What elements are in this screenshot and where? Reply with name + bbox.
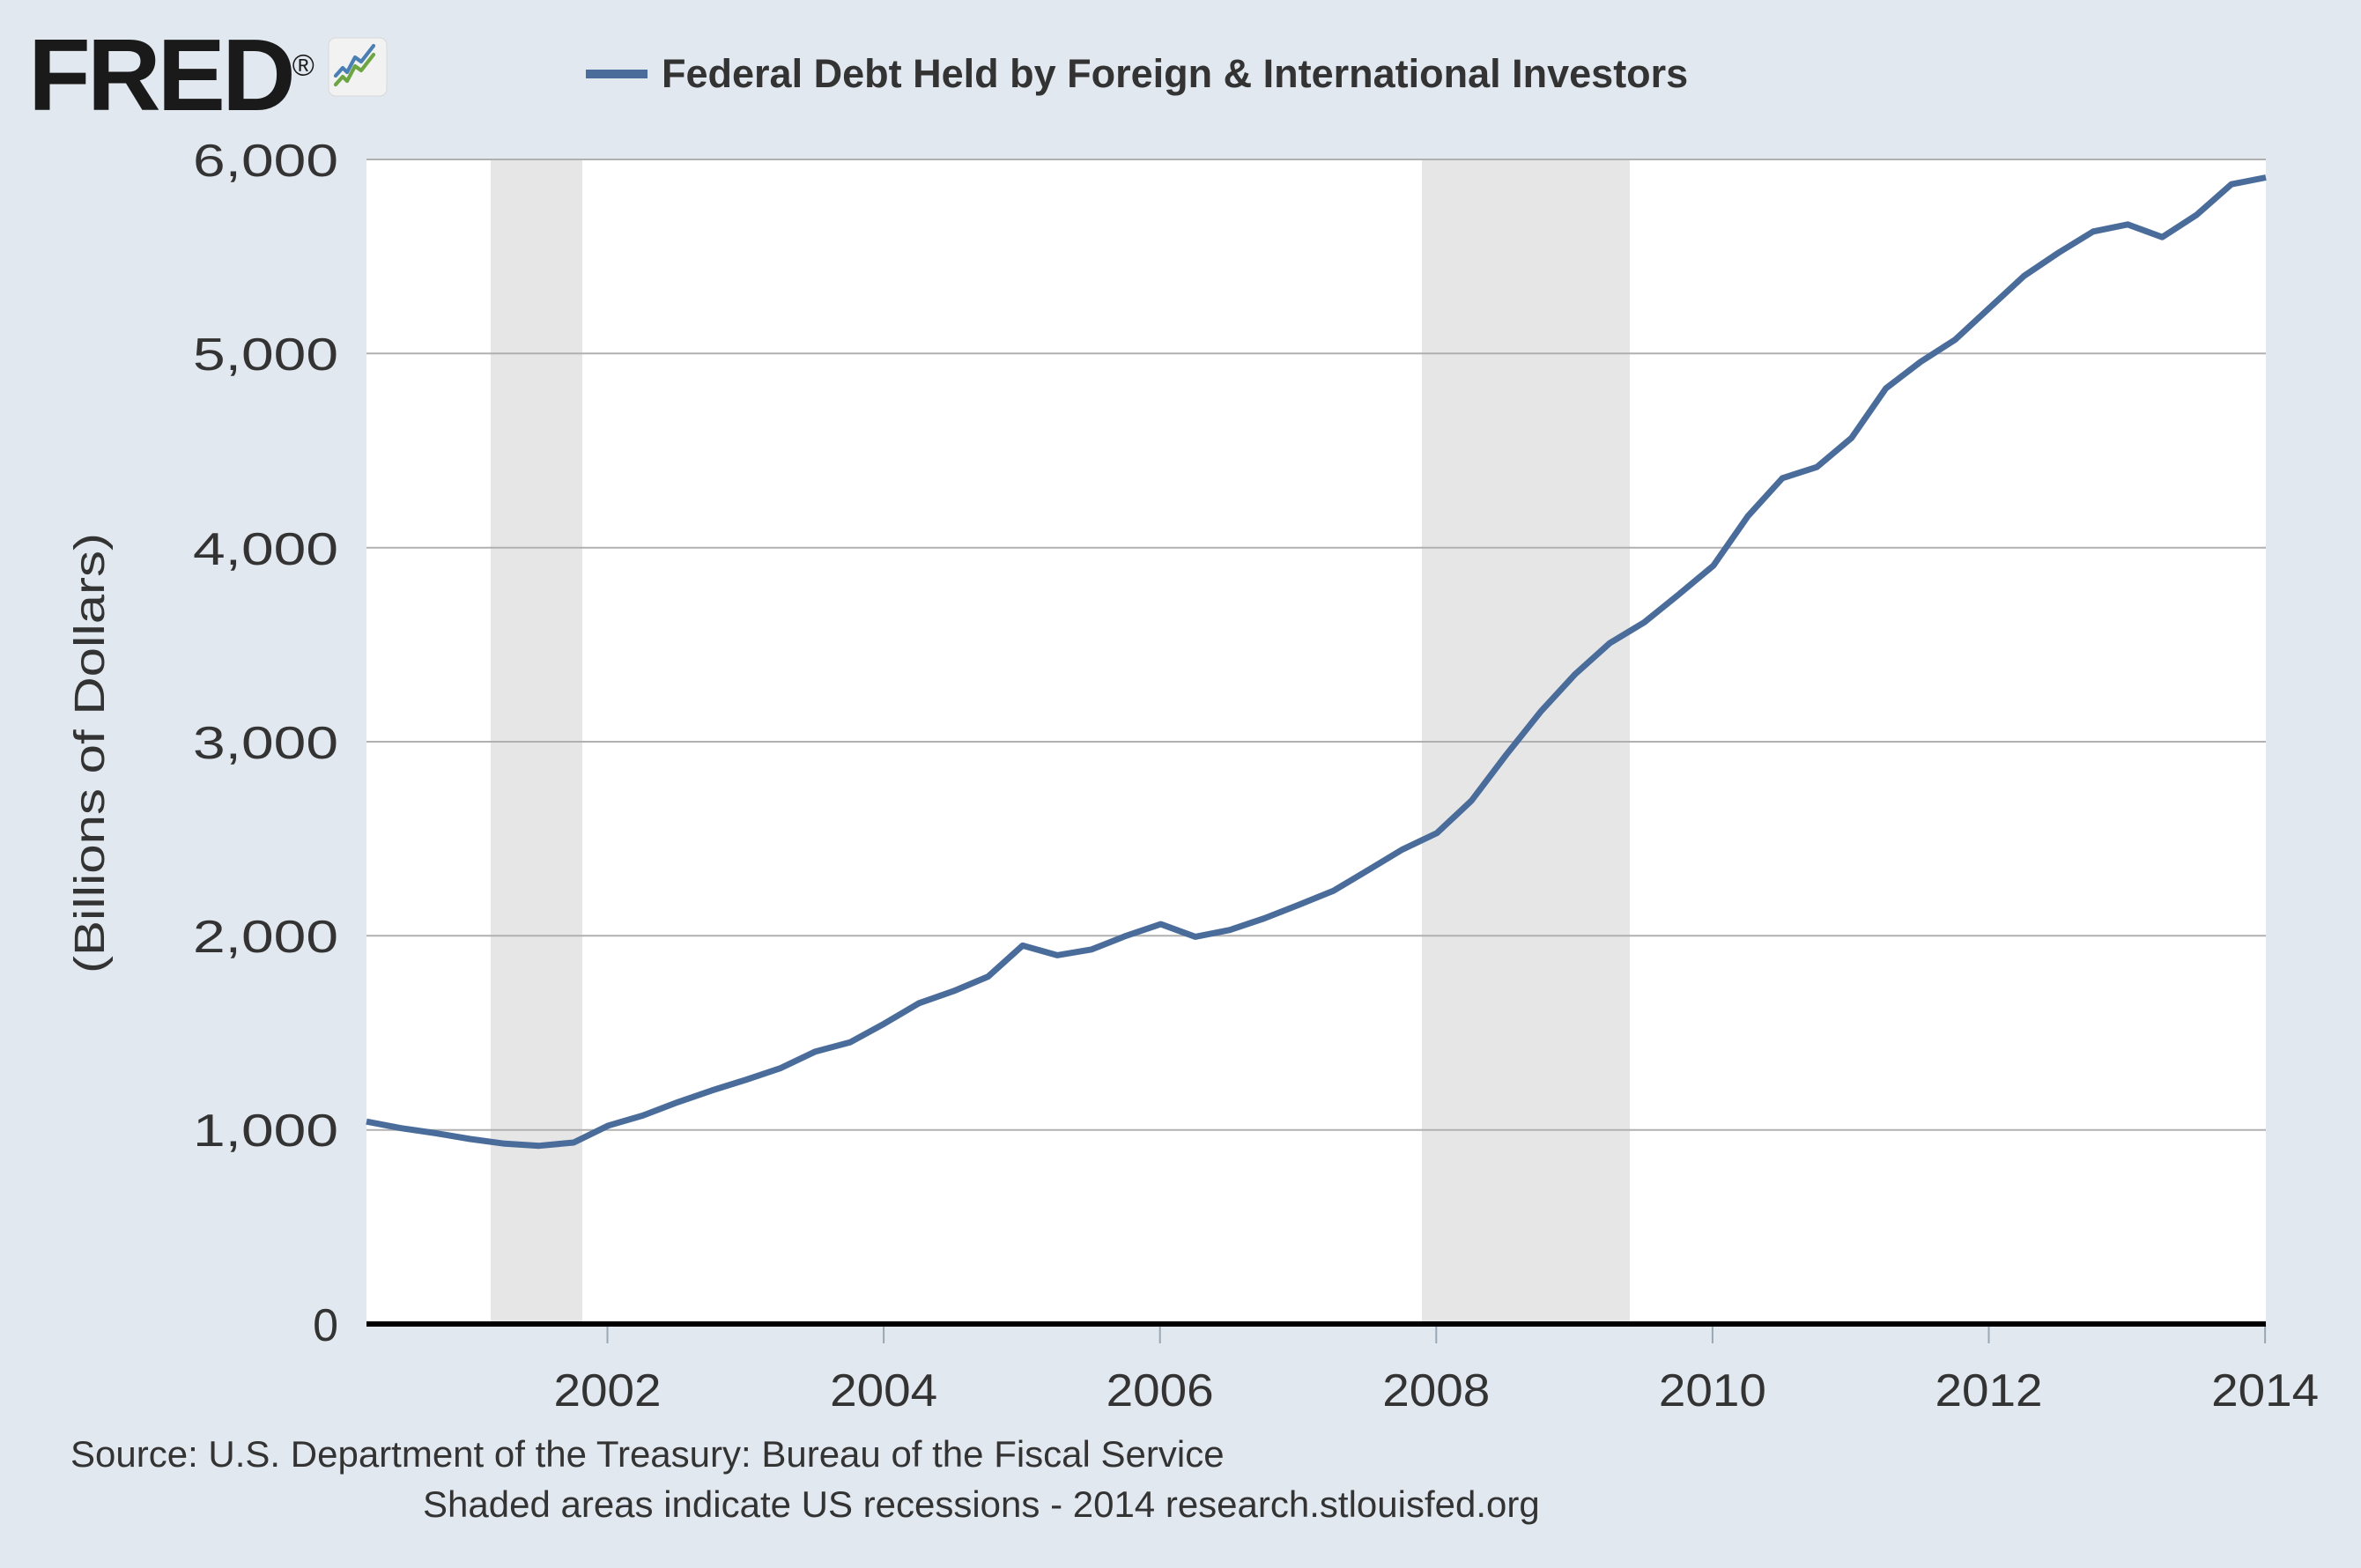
- svg-text:Source: U.S. Department of the: Source: U.S. Department of the Treasury:…: [70, 1433, 1225, 1475]
- svg-text:6,000: 6,000: [193, 136, 338, 187]
- svg-text:2010: 2010: [1659, 1365, 1766, 1416]
- svg-text:5,000: 5,000: [193, 329, 338, 381]
- svg-text:2,000: 2,000: [193, 912, 338, 963]
- svg-text:1,000: 1,000: [193, 1106, 338, 1157]
- svg-text:2008: 2008: [1382, 1365, 1490, 1416]
- svg-text:2002: 2002: [554, 1365, 662, 1416]
- svg-text:Shaded areas indicate US reces: Shaded areas indicate US recessions - 20…: [423, 1483, 1540, 1525]
- svg-text:2012: 2012: [1935, 1365, 2043, 1416]
- svg-text:4,000: 4,000: [193, 524, 338, 575]
- svg-text:0: 0: [313, 1300, 338, 1351]
- svg-text:2014: 2014: [2211, 1365, 2319, 1416]
- svg-text:2006: 2006: [1106, 1365, 1214, 1416]
- svg-text:2004: 2004: [830, 1365, 937, 1416]
- svg-text:3,000: 3,000: [193, 718, 338, 769]
- svg-text:(Billions of Dollars): (Billions of Dollars): [67, 533, 114, 973]
